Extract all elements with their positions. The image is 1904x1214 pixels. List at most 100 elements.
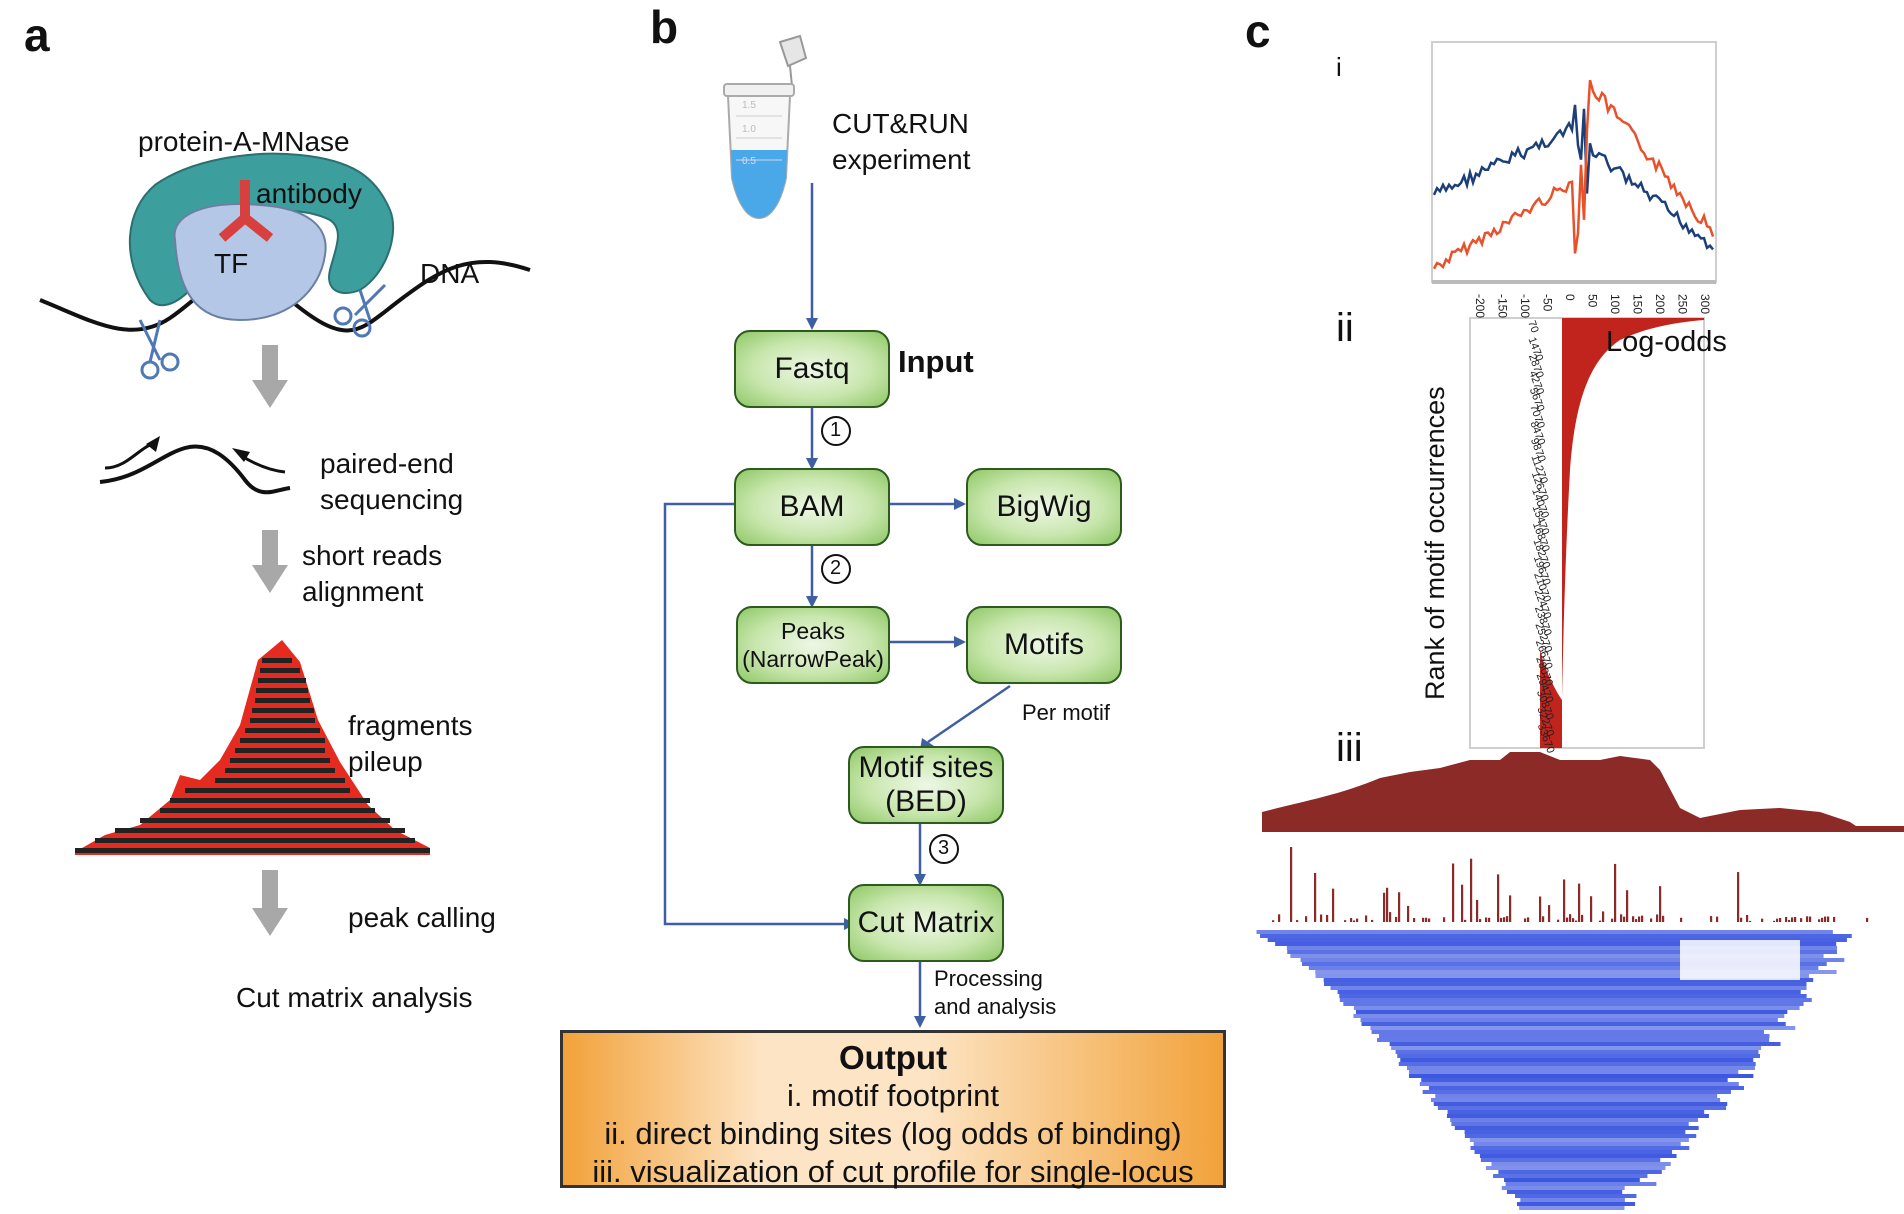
cut-site-bar (1509, 895, 1512, 922)
cut-site-bar (1635, 919, 1638, 922)
cut-site-bar (1527, 917, 1530, 922)
cut-site-bar (1740, 917, 1743, 922)
read-row (1353, 1006, 1800, 1010)
output-title: Output (838, 1039, 948, 1076)
cut-site-bar (1320, 914, 1323, 922)
tube-mark-1: 1.5 (742, 100, 756, 111)
read-row (1339, 998, 1812, 1002)
cut-site-bar (1557, 919, 1560, 922)
cut-site-bar (1785, 916, 1788, 922)
cut-site-bar (1602, 911, 1605, 922)
cut-site-bar (1503, 917, 1506, 922)
alignment-label-1: short reads (302, 540, 443, 571)
panel-label-c: c (1245, 5, 1271, 57)
read-row (1474, 1150, 1673, 1154)
cut-site-bar (1539, 896, 1542, 922)
input-label: Input (898, 344, 974, 379)
read-row (1464, 1134, 1697, 1138)
read-row (1315, 970, 1837, 974)
read-row (1370, 1026, 1796, 1030)
coverage-track (1262, 752, 1904, 832)
x-tick-label: -50 (1541, 294, 1555, 312)
narrowpeak-label: (NarrowPeak) (742, 646, 884, 672)
cut-site-bar (1386, 887, 1389, 922)
cut-sites-track (1272, 847, 1869, 922)
read-row (1421, 1078, 1728, 1082)
rank-axis-label: Rank of motif occurrences (1420, 386, 1450, 700)
peaks-box: Peaks (NarrowPeak) (736, 606, 890, 684)
read-row (1323, 982, 1807, 986)
tube-mark-2: 1.0 (742, 124, 756, 135)
sub-label-i: i (1336, 52, 1342, 82)
peak-calling-label: peak calling (348, 902, 496, 933)
read-row (1360, 1018, 1778, 1022)
cut-site-bar (1422, 917, 1425, 922)
x-tick-label: -150 (1496, 294, 1510, 318)
read-row (1361, 1022, 1786, 1026)
read-row (1430, 1098, 1721, 1102)
x-tick-labels: -200 -150 -100 -50 0 50 100 150 200 250 300 (1473, 294, 1712, 318)
reads-track (1256, 930, 1852, 1210)
read-row (1287, 950, 1837, 954)
cut-site-bar (1620, 914, 1623, 922)
cut-site-bar (1425, 917, 1428, 922)
read-row (1419, 1082, 1739, 1086)
cut-site-bar (1791, 917, 1794, 922)
motif-sites-label: Motif sites (858, 751, 994, 784)
cut-site-bar (1761, 918, 1764, 922)
peaks-label: Peaks (781, 618, 845, 644)
read-row (1422, 1090, 1731, 1094)
fastq-box: Fastq (734, 330, 890, 408)
read-row (1505, 1182, 1657, 1186)
cut-site-bar (1371, 919, 1374, 922)
cut-site-bar (1497, 874, 1500, 922)
pileup-label-1: fragments (348, 710, 473, 741)
cut-site-bar (1296, 920, 1299, 922)
cut-site-bar (1542, 916, 1545, 922)
cut-site-bar (1314, 872, 1317, 922)
log-odds-label: Log-odds (1606, 326, 1727, 358)
cut-site-bar (1428, 918, 1431, 922)
read-row (1506, 1190, 1623, 1194)
cut-site-bar (1737, 872, 1740, 922)
read-row (1479, 1154, 1677, 1158)
panel-label-a: a (24, 9, 50, 61)
output-line-1: i. motif footprint (787, 1078, 999, 1113)
scissors-icon-left (138, 319, 180, 380)
x-tick-label: 200 (1653, 294, 1667, 314)
cut-site-bar (1614, 863, 1617, 922)
per-motif-label: Per motif (1022, 700, 1111, 725)
cut-site-bar (1500, 917, 1503, 922)
read-row (1516, 1202, 1636, 1206)
read-row (1437, 1106, 1727, 1110)
cut-site-bar (1716, 916, 1719, 922)
tf-label: TF (214, 248, 249, 279)
read-row (1408, 1070, 1739, 1074)
cut-site-bar (1800, 918, 1803, 922)
cut-site-bar (1581, 914, 1584, 922)
logodds-fill-left (1540, 650, 1562, 748)
x-tick-label: 0 (1563, 294, 1577, 301)
sub-label-iii: iii (1336, 726, 1363, 770)
cut-site-bar (1548, 905, 1551, 922)
cut-site-bar (1794, 917, 1797, 922)
cut-site-bar (1575, 920, 1578, 922)
x-tick-label: 100 (1608, 294, 1622, 314)
footprint-series-blue (1432, 104, 1714, 251)
cut-site-bar (1326, 914, 1329, 922)
cut-site-bar (1485, 917, 1488, 922)
cut-site-bar (1773, 920, 1776, 922)
read-row (1515, 1194, 1637, 1198)
protein-a-mnase-label: protein-A-MNase (138, 126, 350, 157)
output-line-3: iii. visualization of cut profile for si… (592, 1154, 1194, 1189)
read-row (1504, 1178, 1640, 1182)
read-row (1469, 1138, 1689, 1142)
x-tick-label: 250 (1676, 294, 1690, 314)
read-row (1353, 1014, 1785, 1018)
read-row (1391, 1046, 1762, 1050)
cut-site-bar (1776, 918, 1779, 922)
cut-site-bar (1452, 863, 1455, 922)
processing-label-1: Processing (934, 966, 1043, 991)
read-row (1397, 1054, 1760, 1058)
read-row (1501, 1186, 1625, 1190)
